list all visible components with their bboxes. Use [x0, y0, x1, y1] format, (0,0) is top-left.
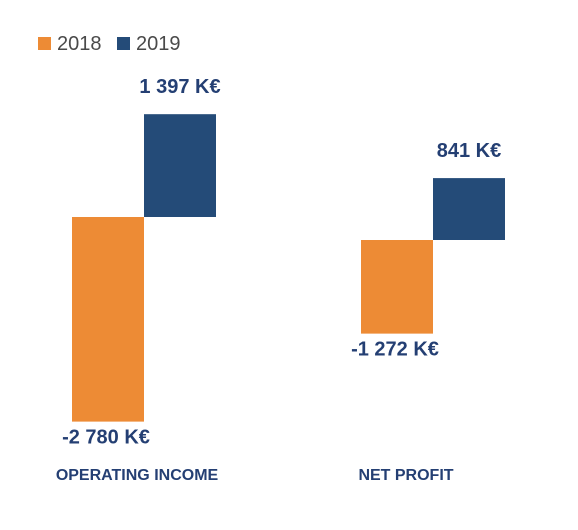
bar-2018-0 — [72, 217, 144, 422]
bar-2019-1 — [433, 178, 505, 240]
category-label-0: OPERATING INCOME — [56, 467, 219, 484]
legend-label-2019: 2019 — [136, 33, 181, 55]
data-label-2019-0: 1 397 K€ — [139, 76, 220, 98]
category-labels: OPERATING INCOME NET PROFIT — [56, 467, 454, 484]
legend-swatch-2019 — [117, 37, 130, 50]
category-label-1: NET PROFIT — [358, 467, 453, 484]
data-labels: -2 780 K€ 1 397 K€ -1 272 K€ 841 K€ — [62, 76, 501, 448]
data-label-2018-0: -2 780 K€ — [62, 427, 150, 449]
data-label-2018-1: -1 272 K€ — [351, 339, 439, 361]
bar-2019-0 — [144, 114, 216, 217]
bar-2018-1 — [361, 240, 433, 334]
legend: 2018 2019 — [38, 33, 181, 55]
legend-label-2018: 2018 — [57, 33, 102, 55]
bars — [72, 114, 505, 422]
data-label-2019-1: 841 K€ — [437, 140, 502, 162]
legend-swatch-2018 — [38, 37, 51, 50]
